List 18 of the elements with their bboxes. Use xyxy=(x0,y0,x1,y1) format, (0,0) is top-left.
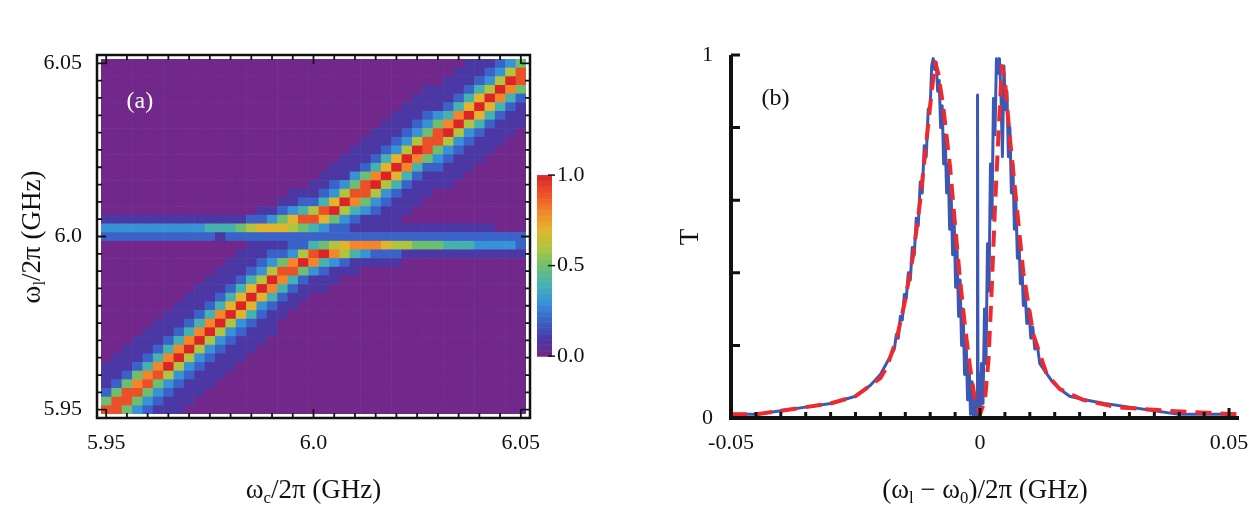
x-tick-label: 6.05 xyxy=(501,428,541,454)
color-bar-label: 1.0 xyxy=(557,160,585,186)
y-tick-label: 6.05 xyxy=(43,49,82,75)
y-tick-label: 1 xyxy=(702,40,713,66)
x-tick-label: 0 xyxy=(974,428,986,454)
x-tick-label: 0.05 xyxy=(1209,428,1249,454)
x-tick-label: -0.05 xyxy=(708,428,754,454)
x-axis-title: ω$_{c}$/2π (GHz) xyxy=(245,474,382,508)
y-axis-title: T xyxy=(674,228,705,245)
y-tick-label: 5.95 xyxy=(43,395,82,421)
x-tick-label: 5.95 xyxy=(86,428,126,454)
x-tick-label: 6.0 xyxy=(299,428,328,454)
color-bar-label: 0.5 xyxy=(557,251,585,277)
color-bar-label: 0.0 xyxy=(557,341,585,367)
y-tick-label: 6.0 xyxy=(54,222,82,248)
x-axis-title: (ω$_{l}$ − ω$_{0}$)/2π (GHz) xyxy=(882,474,1088,508)
annotation: (b) xyxy=(761,83,790,110)
annotation: (a) xyxy=(126,86,154,113)
